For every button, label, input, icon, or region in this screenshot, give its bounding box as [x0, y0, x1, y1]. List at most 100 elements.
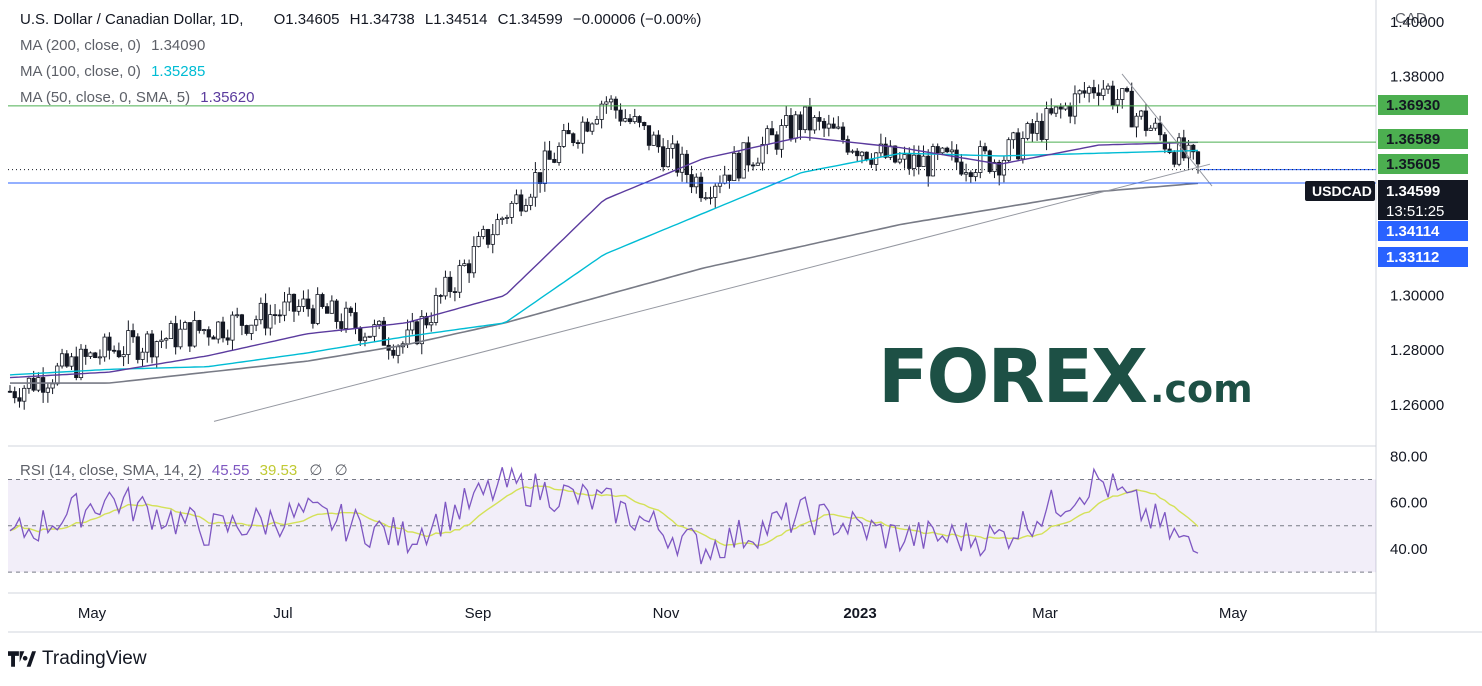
candle[interactable] — [940, 147, 945, 154]
candle[interactable] — [362, 336, 368, 342]
candle[interactable] — [746, 142, 751, 166]
candle[interactable] — [1077, 90, 1082, 95]
candle[interactable] — [1044, 108, 1049, 140]
candle[interactable] — [798, 114, 803, 131]
candle[interactable] — [963, 172, 969, 175]
candle[interactable] — [556, 146, 562, 163]
candle[interactable] — [258, 302, 263, 321]
candle[interactable] — [575, 142, 581, 144]
candle[interactable] — [708, 196, 713, 199]
candle[interactable] — [173, 323, 178, 348]
candle[interactable] — [121, 354, 126, 358]
candle[interactable] — [192, 320, 197, 347]
candle[interactable] — [987, 150, 992, 173]
current-price-tag[interactable] — [1378, 180, 1468, 220]
candle[interactable] — [736, 152, 741, 179]
candle[interactable] — [41, 377, 46, 393]
candle[interactable] — [926, 155, 931, 177]
candle[interactable] — [869, 159, 874, 165]
candle[interactable] — [750, 164, 756, 167]
candle[interactable] — [665, 148, 670, 168]
candle[interactable] — [1001, 159, 1007, 176]
candle[interactable] — [116, 350, 121, 358]
candle[interactable] — [713, 185, 718, 198]
candle[interactable] — [17, 397, 22, 402]
ma200-legend[interactable]: MA (200, close, 0) 1.34090 — [20, 37, 205, 54]
ma50-line[interactable] — [9, 136, 1199, 379]
candle[interactable] — [1025, 123, 1030, 139]
candle[interactable] — [1101, 88, 1106, 96]
candle[interactable] — [249, 324, 254, 334]
candle[interactable] — [164, 338, 169, 341]
candle[interactable] — [694, 176, 699, 188]
candle[interactable] — [514, 194, 519, 204]
candle[interactable] — [793, 114, 798, 139]
candle[interactable] — [689, 174, 694, 188]
candle[interactable] — [377, 320, 382, 326]
candle[interactable] — [1006, 139, 1011, 161]
candle[interactable] — [561, 130, 566, 147]
candle[interactable] — [296, 306, 301, 312]
candle[interactable] — [12, 391, 17, 399]
candle[interactable] — [462, 263, 467, 267]
price-level-tag[interactable] — [1378, 221, 1468, 241]
candle[interactable] — [353, 312, 358, 329]
candle[interactable] — [225, 337, 230, 341]
candle[interactable] — [433, 295, 439, 323]
candle[interactable] — [618, 109, 623, 122]
candle[interactable] — [864, 151, 869, 161]
candle[interactable] — [1139, 110, 1144, 117]
candle[interactable] — [1030, 123, 1035, 134]
candle[interactable] — [1134, 115, 1139, 128]
candle[interactable] — [1124, 88, 1130, 92]
candle[interactable] — [840, 126, 846, 140]
candle[interactable] — [817, 117, 822, 122]
candle[interactable] — [642, 122, 647, 127]
symbol-tag[interactable] — [1305, 181, 1375, 201]
candle[interactable] — [130, 330, 136, 338]
candle[interactable] — [112, 349, 117, 352]
tradingview-branding[interactable]: TradingView — [8, 648, 147, 670]
candle[interactable] — [982, 146, 988, 152]
candle[interactable] — [608, 98, 614, 103]
price-level-tag[interactable] — [1378, 247, 1468, 267]
candle[interactable] — [528, 196, 533, 206]
candle[interactable] — [457, 265, 462, 293]
candle[interactable] — [732, 152, 737, 181]
candle[interactable] — [1110, 85, 1115, 106]
candle[interactable] — [779, 125, 784, 150]
candle[interactable] — [703, 197, 708, 200]
candle[interactable] — [452, 291, 458, 293]
candle[interactable] — [1016, 132, 1021, 160]
candle[interactable] — [1148, 127, 1153, 131]
candle[interactable] — [902, 154, 907, 160]
candle[interactable] — [1082, 90, 1087, 94]
candle[interactable] — [78, 348, 84, 379]
candle[interactable] — [1143, 110, 1149, 131]
candle[interactable] — [1195, 151, 1201, 165]
candle[interactable] — [1129, 90, 1134, 128]
candle[interactable] — [448, 276, 453, 292]
candle[interactable] — [1172, 152, 1177, 165]
candle[interactable] — [821, 120, 827, 129]
candle[interactable] — [978, 146, 983, 173]
candle[interactable] — [239, 314, 245, 326]
candle[interactable] — [1105, 85, 1111, 90]
candle[interactable] — [315, 294, 320, 324]
candle[interactable] — [670, 143, 675, 149]
candle[interactable] — [1068, 105, 1073, 117]
candle[interactable] — [769, 128, 775, 136]
rising-trendline[interactable] — [213, 163, 1211, 422]
candle[interactable] — [485, 229, 491, 245]
candle[interactable] — [594, 119, 600, 125]
candle[interactable] — [306, 298, 311, 310]
candle[interactable] — [883, 143, 888, 158]
candle[interactable] — [476, 236, 481, 247]
candle[interactable] — [566, 130, 571, 135]
candle[interactable] — [1186, 144, 1191, 159]
candle[interactable] — [69, 356, 74, 367]
candle[interactable] — [419, 316, 424, 345]
candle[interactable] — [651, 134, 656, 146]
candle[interactable] — [145, 333, 150, 353]
candle[interactable] — [1039, 120, 1044, 140]
